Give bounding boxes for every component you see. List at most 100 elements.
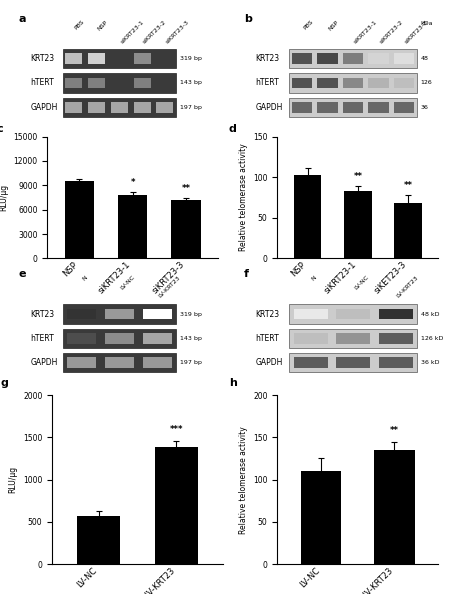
Text: 143 bp: 143 bp [180,80,202,86]
Bar [134,78,151,89]
Text: 36: 36 [421,105,428,110]
Text: d: d [229,125,237,134]
Text: KRT23: KRT23 [255,54,280,63]
Text: LV-KRT23: LV-KRT23 [157,275,181,299]
Bar [290,97,417,117]
Text: f: f [244,269,249,279]
Text: a: a [19,14,27,24]
Bar [368,53,389,64]
Text: kDa: kDa [421,21,433,26]
Bar [294,358,328,368]
Bar [343,78,364,89]
Bar [63,328,176,348]
Text: KRT23: KRT23 [30,54,55,63]
Bar [63,73,176,93]
Bar [134,102,151,112]
Bar [63,49,176,68]
Bar [88,53,105,64]
Bar [155,447,198,564]
Text: PBS: PBS [302,20,314,31]
Text: 126 kD: 126 kD [421,336,443,341]
Text: 319 bp: 319 bp [180,56,202,61]
Bar [336,309,370,320]
Text: GAPDH: GAPDH [30,358,58,367]
Text: ***: *** [170,425,183,434]
Text: NSP: NSP [328,20,340,31]
Text: hTERT: hTERT [255,334,279,343]
Text: GAPDH: GAPDH [30,103,58,112]
Text: siKRT23-1: siKRT23-1 [119,20,145,45]
Y-axis label: Relative telomerase activity: Relative telomerase activity [238,144,247,251]
Bar [63,304,176,324]
Bar [318,53,338,64]
Text: h: h [229,378,237,388]
Text: 48 kD: 48 kD [421,312,439,317]
Text: **: ** [404,181,413,190]
Text: LV-KRT23: LV-KRT23 [396,275,419,299]
Text: N: N [310,275,318,282]
Bar [292,53,312,64]
Text: *: * [130,178,135,187]
Bar [63,353,176,372]
Bar [379,309,412,320]
Bar [65,53,82,64]
Text: hTERT: hTERT [30,78,54,87]
Bar [294,309,328,320]
Bar [290,304,417,324]
Bar [368,102,389,112]
Text: GAPDH: GAPDH [255,103,283,112]
Bar [105,358,134,368]
Text: NSP: NSP [97,20,109,31]
Text: g: g [1,378,9,388]
Bar [67,358,96,368]
Text: 143 bp: 143 bp [180,336,202,341]
Text: siKRT23-2: siKRT23-2 [142,20,168,45]
Bar [292,78,312,89]
Bar [379,358,412,368]
Text: **: ** [390,426,399,435]
Text: **: ** [354,172,362,181]
Bar [374,450,415,564]
Bar [336,358,370,368]
Text: hTERT: hTERT [255,78,279,87]
Bar [394,78,414,89]
Bar [379,333,412,344]
Bar [290,49,417,68]
Bar [118,195,147,258]
Bar [368,78,389,89]
Bar [318,78,338,89]
Bar [65,78,82,89]
Bar [172,200,201,258]
Bar [77,516,120,564]
Bar [105,309,134,320]
Text: siKRT23-1: siKRT23-1 [353,20,379,45]
Text: 48: 48 [421,56,428,61]
Text: siKRT23-3: siKRT23-3 [165,20,191,45]
Text: hTERT: hTERT [30,334,54,343]
Text: KRT23: KRT23 [255,309,280,318]
Bar [344,191,372,258]
Bar [67,333,96,344]
Bar [134,53,151,64]
Bar [394,102,414,112]
Bar [88,78,105,89]
Text: 197 bp: 197 bp [180,105,202,110]
Text: 197 bp: 197 bp [180,360,202,365]
Bar [294,175,321,258]
Y-axis label: RLU/μg: RLU/μg [9,466,18,493]
Text: b: b [244,14,252,24]
Bar [343,102,364,112]
Bar [143,309,172,320]
Text: siKRT23-3: siKRT23-3 [404,20,429,45]
Y-axis label: RLU/μg: RLU/μg [0,184,8,211]
Bar [394,53,414,64]
Bar [394,203,422,258]
Text: KRT23: KRT23 [30,309,55,318]
Bar [290,73,417,93]
Bar [65,181,94,258]
Bar [67,309,96,320]
Text: 319 bp: 319 bp [180,312,202,317]
Bar [292,102,312,112]
Text: siKRT23-2: siKRT23-2 [379,20,404,45]
Bar [336,333,370,344]
